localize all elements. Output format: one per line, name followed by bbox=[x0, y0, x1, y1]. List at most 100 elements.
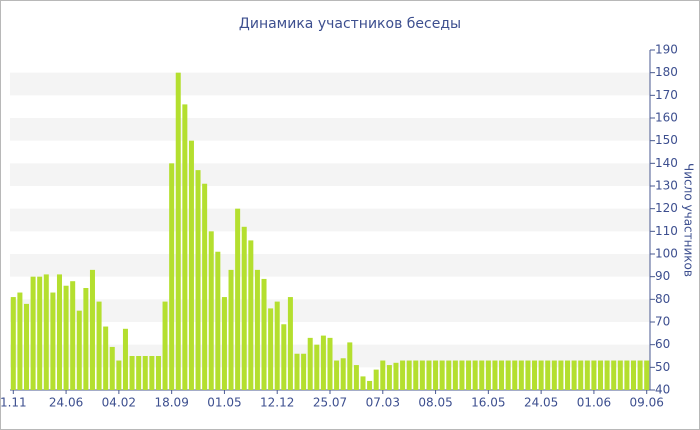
bar bbox=[294, 353, 300, 390]
y-tick-label: 140 bbox=[655, 156, 678, 170]
x-tick-label: 08.05 bbox=[418, 396, 452, 410]
bar bbox=[617, 360, 623, 390]
bar bbox=[406, 360, 412, 390]
y-tick-label: 110 bbox=[655, 224, 678, 238]
bar bbox=[89, 269, 95, 390]
bar bbox=[413, 360, 419, 390]
x-tick-label: 24.05 bbox=[524, 396, 558, 410]
bar bbox=[360, 376, 366, 390]
bar bbox=[393, 362, 399, 390]
bar bbox=[10, 297, 16, 390]
bar bbox=[188, 140, 194, 390]
x-tick-label: 12.12 bbox=[260, 396, 294, 410]
bar bbox=[136, 356, 142, 390]
y-tick-label: 70 bbox=[655, 315, 670, 329]
bar bbox=[433, 360, 439, 390]
bar bbox=[142, 356, 148, 390]
x-tick-label: 25.07 bbox=[313, 396, 347, 410]
bar bbox=[644, 360, 650, 390]
grid-band bbox=[10, 208, 650, 232]
x-tick-label: 04.02 bbox=[102, 396, 136, 410]
bar bbox=[17, 292, 23, 390]
y-tick-label: 90 bbox=[655, 269, 670, 283]
bar bbox=[545, 360, 551, 390]
bar bbox=[604, 360, 610, 390]
bar bbox=[70, 281, 76, 390]
bar bbox=[367, 380, 373, 390]
y-axis-title: Число участников bbox=[682, 163, 696, 277]
bar bbox=[466, 360, 472, 390]
x-tick-label: 18.09 bbox=[154, 396, 188, 410]
bar bbox=[63, 285, 69, 390]
bar bbox=[122, 328, 128, 390]
grid-band bbox=[10, 299, 650, 322]
bar bbox=[268, 308, 274, 390]
bar bbox=[611, 360, 617, 390]
bar bbox=[109, 346, 115, 390]
bar bbox=[512, 360, 518, 390]
x-tick-label: 09.06 bbox=[630, 396, 664, 410]
bar bbox=[386, 365, 392, 390]
bar bbox=[439, 360, 445, 390]
y-tick-label: 160 bbox=[655, 111, 678, 125]
bar bbox=[538, 360, 544, 390]
bar bbox=[340, 358, 346, 390]
bar bbox=[353, 365, 359, 390]
bar bbox=[208, 231, 214, 390]
bar bbox=[452, 360, 458, 390]
bar bbox=[630, 360, 637, 390]
bar bbox=[235, 208, 241, 390]
bar bbox=[314, 344, 320, 390]
bar bbox=[419, 360, 425, 390]
bar bbox=[175, 72, 181, 391]
y-tick-label: 190 bbox=[655, 43, 678, 57]
grid-band bbox=[10, 163, 650, 186]
bar bbox=[274, 301, 280, 390]
x-tick-label: 07.03 bbox=[366, 396, 400, 410]
bar bbox=[215, 251, 221, 390]
bar bbox=[347, 342, 353, 390]
bar bbox=[228, 269, 234, 390]
bar bbox=[499, 360, 505, 390]
y-tick-label: 40 bbox=[655, 383, 670, 397]
bar bbox=[37, 276, 43, 390]
bar bbox=[116, 360, 122, 390]
bar bbox=[485, 360, 491, 390]
bar bbox=[373, 369, 379, 390]
bar bbox=[287, 297, 293, 390]
bar bbox=[426, 360, 432, 390]
bar bbox=[50, 292, 56, 390]
bar bbox=[492, 360, 498, 390]
bar bbox=[241, 226, 247, 390]
bar bbox=[591, 360, 597, 390]
bar bbox=[169, 163, 175, 390]
bar bbox=[195, 170, 201, 390]
x-tick-label: 16.05 bbox=[471, 396, 505, 410]
grid-band bbox=[10, 72, 650, 96]
bar bbox=[149, 356, 155, 390]
bar bbox=[472, 360, 478, 390]
bar bbox=[584, 360, 590, 390]
bar bbox=[479, 360, 485, 390]
bar bbox=[248, 240, 254, 390]
bar bbox=[320, 335, 326, 390]
bar bbox=[578, 360, 584, 390]
bar bbox=[624, 360, 630, 390]
bar bbox=[518, 360, 524, 390]
bar bbox=[202, 183, 208, 390]
y-tick-label: 150 bbox=[655, 133, 678, 147]
x-tick-label: 01.05 bbox=[207, 396, 241, 410]
grid-band bbox=[10, 254, 650, 277]
bar bbox=[182, 104, 188, 391]
bar bbox=[76, 310, 82, 390]
bar bbox=[571, 360, 577, 390]
bar bbox=[129, 356, 135, 390]
bar bbox=[565, 360, 571, 390]
bar bbox=[43, 274, 49, 390]
bar bbox=[459, 360, 465, 390]
bar bbox=[598, 360, 604, 390]
bar bbox=[221, 297, 227, 390]
bar bbox=[525, 360, 531, 390]
x-tick-label: 1.11 bbox=[0, 396, 27, 410]
